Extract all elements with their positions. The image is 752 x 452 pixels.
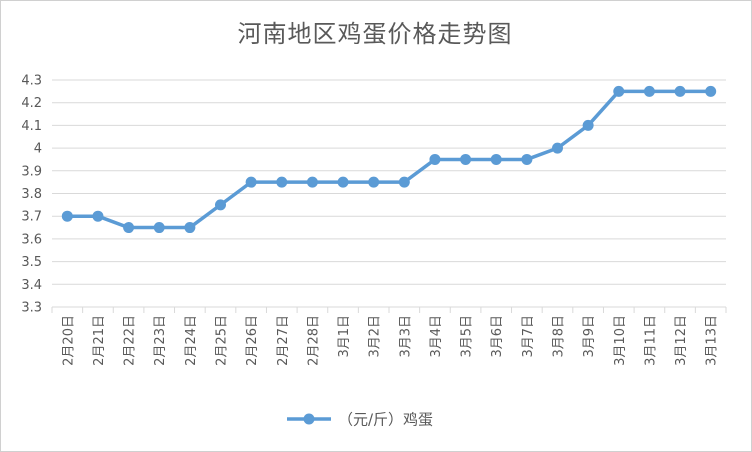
data-point <box>582 119 594 131</box>
legend: （元/斤）鸡蛋 <box>287 411 433 429</box>
y-tick-label: 4.3 <box>21 74 42 89</box>
x-tick-label: 2月25日 <box>215 315 230 366</box>
data-point <box>153 222 165 234</box>
data-point <box>245 176 257 188</box>
data-point <box>337 176 349 188</box>
data-point <box>705 85 717 97</box>
data-point <box>61 210 73 222</box>
y-tick-label: 3.9 <box>21 164 42 179</box>
data-point <box>552 142 563 154</box>
chart-title: 河南地区鸡蛋价格走势图 <box>237 20 513 48</box>
x-tick-label: 3月9日 <box>582 315 597 358</box>
legend-label: （元/斤）鸡蛋 <box>338 411 433 429</box>
x-tick-label: 2月28日 <box>306 315 321 366</box>
data-point <box>490 153 502 165</box>
x-tick-label: 2月24日 <box>184 315 199 366</box>
x-tick-label: 3月4日 <box>429 315 444 358</box>
y-tick-label: 3.7 <box>21 210 42 225</box>
x-tick-label: 3月2日 <box>368 315 383 358</box>
x-tick-label: 3月3日 <box>398 315 413 358</box>
data-point <box>123 222 135 234</box>
x-tick-label: 2月20日 <box>61 315 76 366</box>
x-tick-label: 3月6日 <box>490 315 505 358</box>
y-tick-label: 3.4 <box>21 278 42 293</box>
data-point <box>398 176 410 188</box>
data-point <box>184 222 196 234</box>
y-tick-label: 4.2 <box>21 96 42 111</box>
x-tick-label: 3月1日 <box>337 315 352 358</box>
data-point <box>306 176 318 188</box>
y-tick-label: 3.3 <box>21 301 42 316</box>
x-tick-label: 3月13日 <box>705 315 720 366</box>
x-tick-label: 3月7日 <box>521 315 536 358</box>
data-point <box>429 153 441 165</box>
y-tick-label: 4 <box>34 142 42 157</box>
y-tick-label: 3.8 <box>21 187 42 202</box>
x-tick-label: 3月5日 <box>460 315 475 358</box>
x-tick-label: 2月22日 <box>123 315 138 366</box>
data-point <box>92 210 104 222</box>
legend-marker <box>303 413 315 425</box>
data-point <box>613 85 625 97</box>
x-tick-label: 2月27日 <box>276 315 291 366</box>
data-point <box>521 153 533 165</box>
x-tick-label: 3月12日 <box>674 315 689 366</box>
x-tick-label: 2月23日 <box>153 315 168 366</box>
data-point <box>674 85 686 97</box>
y-tick-label: 3.6 <box>21 232 42 247</box>
x-tick-label: 2月26日 <box>245 315 260 366</box>
data-point <box>368 176 380 188</box>
data-point <box>215 199 226 211</box>
x-tick-label: 3月8日 <box>552 315 567 358</box>
y-tick-label: 3.5 <box>21 255 42 270</box>
gridlines <box>52 79 726 308</box>
y-tick-label: 4.1 <box>21 119 42 134</box>
x-tick-label: 3月11日 <box>643 315 658 366</box>
data-point <box>643 85 655 97</box>
series-line <box>67 89 711 230</box>
x-tick-label: 3月10日 <box>613 315 628 366</box>
data-point <box>276 176 288 188</box>
data-point <box>460 153 472 165</box>
x-tick-label: 2月21日 <box>92 315 107 366</box>
